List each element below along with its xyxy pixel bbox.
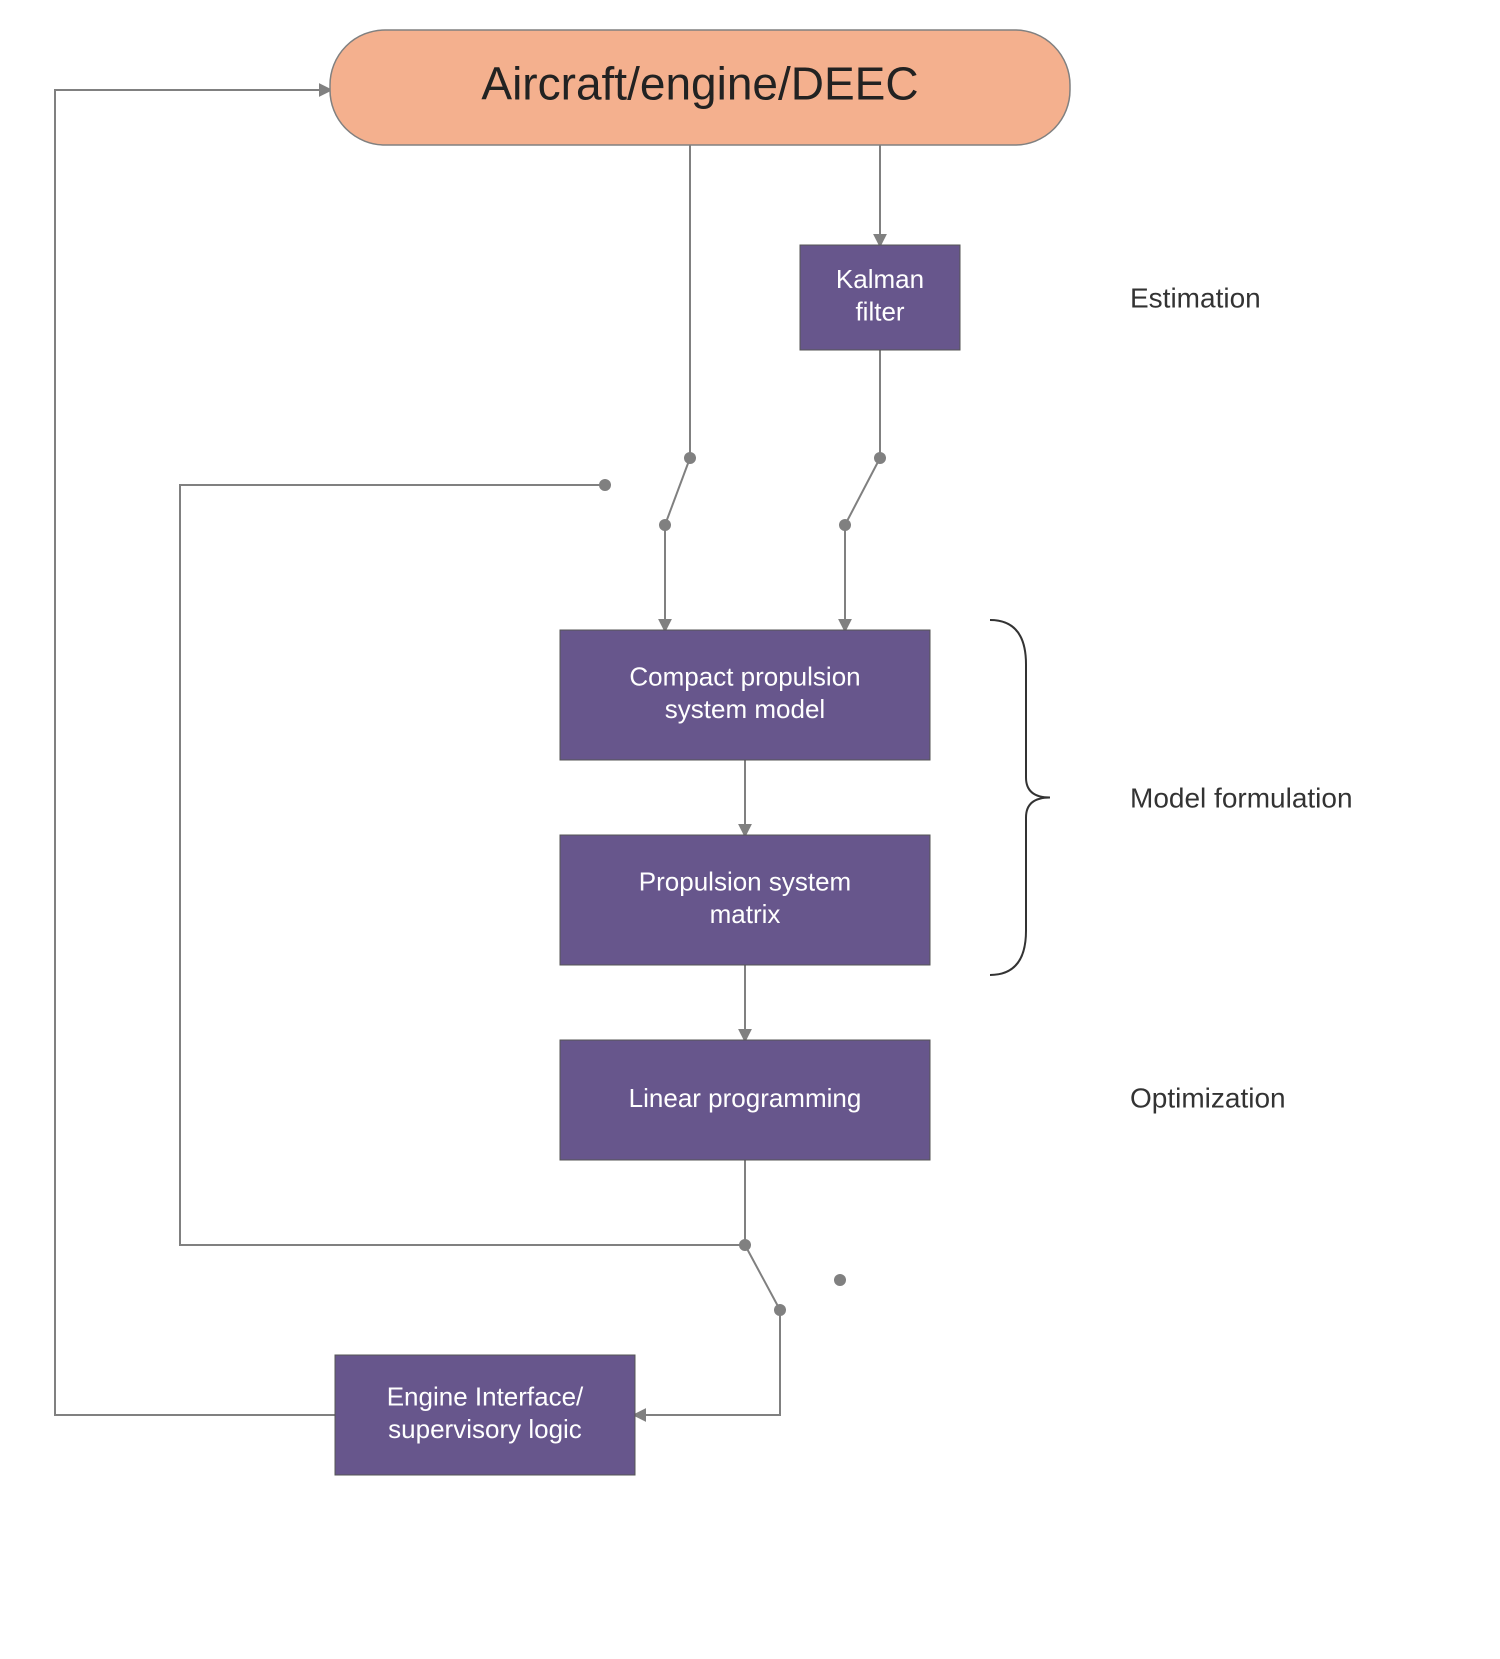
svg-text:filter: filter (855, 297, 904, 327)
svg-text:Compact propulsion: Compact propulsion (629, 662, 860, 692)
svg-text:Engine Interface/: Engine Interface/ (387, 1382, 584, 1412)
label-estimation: Estimation (1130, 282, 1261, 313)
flowchart-diagram: Aircraft/engine/DEEC Kalmanfilter Compact … (0, 0, 1500, 1659)
svg-text:Linear programming: Linear programming (629, 1083, 862, 1113)
svg-text:matrix: matrix (710, 899, 781, 929)
svg-text:Kalman: Kalman (836, 264, 924, 294)
label-modelFormulation: Model formulation (1130, 782, 1353, 813)
svg-text:Aircraft/engine/DEEC: Aircraft/engine/DEEC (481, 58, 918, 110)
svg-text:supervisory logic: supervisory logic (388, 1414, 582, 1444)
svg-text:system model: system model (665, 694, 825, 724)
brace-model-formulation (990, 620, 1050, 975)
svg-text:Propulsion system: Propulsion system (639, 867, 851, 897)
label-optimization: Optimization (1130, 1082, 1286, 1113)
